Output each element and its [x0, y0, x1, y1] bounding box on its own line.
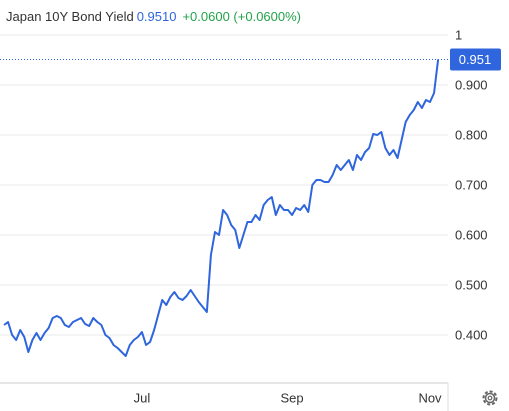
y-tick-label: 0.400	[455, 327, 488, 342]
header: Japan 10Y Bond Yield 0.9510 +0.0600 (+0.06…	[6, 9, 301, 24]
x-tick-label: Sep	[280, 390, 303, 405]
change: +0.0600 (+0.0600%)	[182, 9, 302, 24]
y-tick-label: 0.800	[455, 127, 488, 142]
gear-teeth	[482, 390, 498, 406]
last-value-label: 0.951	[459, 52, 492, 67]
price: 0.9510	[136, 9, 177, 24]
y-tick-label: 0.600	[455, 227, 488, 242]
y-tick-label: 1	[455, 27, 462, 42]
settings-icon[interactable]	[482, 390, 498, 406]
gear-body	[484, 392, 496, 404]
y-tick-label: 0.700	[455, 177, 488, 192]
y-tick-label: 0.900	[455, 77, 488, 92]
line	[3, 59, 440, 357]
last-value-tag	[450, 48, 501, 71]
x-tick-label: Jul	[134, 390, 151, 405]
y-tick-label: 0.500	[455, 277, 488, 292]
gear-hole	[487, 395, 493, 401]
x-tick-label: Nov	[418, 390, 442, 405]
title: Japan 10Y Bond Yield	[6, 9, 134, 24]
